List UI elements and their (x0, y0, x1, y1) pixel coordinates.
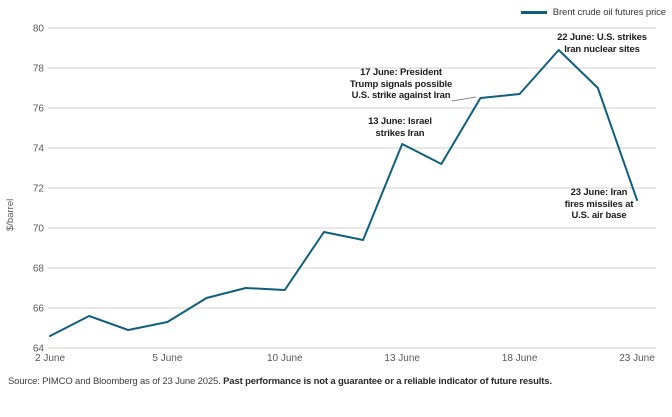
annotation-line: Iran nuclear sites (564, 43, 640, 55)
annotation-line: 17 June: President (360, 67, 442, 78)
legend: Brent crude oil futures price (520, 7, 666, 18)
legend-line-swatch (520, 11, 547, 14)
annotation-line: U.S. strike against Iran (351, 90, 451, 101)
annotation-13-june: 13 June: Israel strikes Iran (344, 116, 456, 139)
annotation-leader-line (451, 96, 477, 102)
x-tick-label: 5 June (152, 353, 182, 364)
annotation-line: Trump signals possible (349, 78, 453, 90)
y-tick-label: 64 (33, 344, 45, 355)
annotation-line: strikes Iran (375, 127, 425, 139)
y-tick-label: 76 (33, 104, 45, 115)
legend-label: Brent crude oil futures price (552, 7, 666, 18)
annotation-22-june: 22 June: U.S. strikes Iran nuclear sites (541, 32, 663, 55)
annotation-17-june: 17 June: President Trump signals possibl… (334, 67, 468, 102)
annotation-line: fires missiles at (564, 198, 634, 210)
x-tick-label: 2 June (35, 353, 65, 364)
annotation-line: 13 June: Israel (368, 116, 432, 127)
y-tick-label: 74 (33, 144, 45, 155)
y-tick-label: 78 (33, 64, 45, 75)
y-axis-title: $/barrel (5, 198, 16, 231)
annotation-23-june: 23 June: Iran fires missiles at U.S. air… (543, 187, 655, 222)
x-tick-label: 23 June (619, 353, 655, 364)
annotation-line: U.S. air base (571, 210, 627, 221)
y-tick-label: 68 (33, 264, 45, 275)
brent-price-line (49, 49, 638, 337)
source-note: Source: PIMCO and Bloomberg as of 23 Jun… (8, 376, 552, 387)
y-tick-label: 66 (33, 304, 45, 315)
disclaimer-text: Past performance is not a guarantee or a… (223, 376, 552, 387)
y-tick-label: 80 (33, 24, 45, 35)
y-tick-label: 70 (33, 224, 45, 235)
x-tick-label: 13 June (384, 353, 420, 364)
annotation-line: 23 June: Iran (570, 187, 628, 198)
x-tick-label: 10 June (267, 353, 303, 364)
y-tick-label: 72 (33, 184, 45, 195)
annotation-line: 22 June: U.S. strikes (557, 32, 647, 43)
source-text: Source: PIMCO and Bloomberg as of 23 Jun… (8, 376, 224, 387)
x-tick-label: 18 June (502, 353, 538, 364)
